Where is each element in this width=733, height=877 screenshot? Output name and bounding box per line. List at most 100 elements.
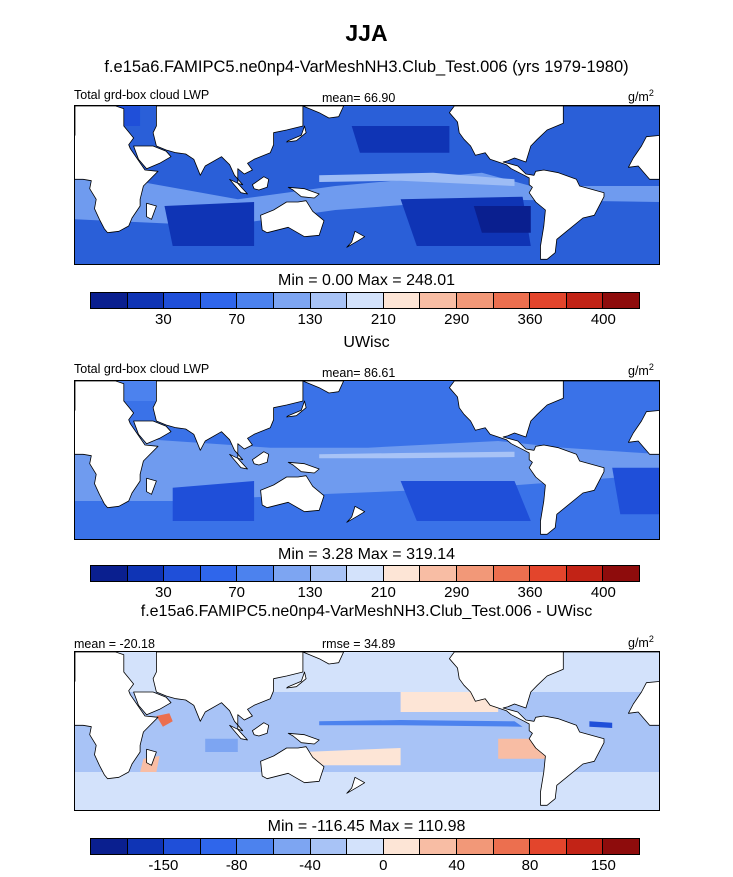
colorbar-cell: [420, 566, 457, 581]
colorbar-tick-label: 130: [297, 311, 323, 328]
colorbar-cell: [200, 839, 238, 854]
colorbar-cell: [347, 566, 384, 581]
colorbar-cell: [273, 293, 311, 308]
land-japan: [286, 125, 307, 143]
colorbar-cell: [493, 566, 531, 581]
colorbar-cell: [91, 293, 128, 308]
land-arabia: [133, 420, 172, 445]
land-sumatra: [229, 724, 248, 741]
colorbar-cell: [383, 293, 421, 308]
colorbar-cell: [383, 839, 421, 854]
colorbar-cell: [530, 293, 567, 308]
land-asia: [152, 652, 304, 732]
colorbar-tick-label: -40: [299, 857, 321, 874]
colorbar-tick-label: 70: [228, 311, 245, 328]
colorbar-tick-label: -80: [225, 857, 248, 874]
colorbar-tick-label: 360: [517, 584, 543, 601]
land-borneo: [251, 722, 270, 737]
panel3-minmax: Min = -116.45 Max = 110.98: [267, 818, 466, 835]
panel2-colorbar: [90, 565, 640, 582]
colorbar-cell: [420, 839, 457, 854]
land-sumatra: [229, 453, 248, 470]
land-kamchatka: [302, 381, 345, 394]
land-kamchatka: [302, 106, 345, 119]
map-contour-region: [612, 467, 659, 515]
panel3-tick-labels: -150 -80 -40 0 40 80 150: [90, 857, 640, 875]
colorbar-cell: [310, 566, 348, 581]
colorbar-cell: [127, 839, 165, 854]
land-europe_africa: [75, 106, 159, 234]
panel3-colorbar: [90, 838, 640, 855]
map-field: [75, 106, 659, 264]
land-americas: [448, 106, 659, 260]
panel2-mean-label: mean= 86.61: [322, 366, 396, 380]
land-westafrica: [628, 681, 659, 726]
colorbar-tick-label: 0: [379, 857, 388, 874]
land-sumatra: [229, 178, 248, 195]
land-americas: [448, 652, 659, 806]
panel2-map: [74, 380, 660, 540]
panel1-map: [74, 105, 660, 265]
map-field: [75, 381, 659, 539]
map-contour-region: [75, 772, 659, 810]
colorbar-cell: [164, 839, 201, 854]
map-field: [75, 652, 659, 810]
land-americas: [448, 381, 659, 535]
colorbar-cell: [420, 293, 457, 308]
colorbar-cell: [347, 293, 384, 308]
colorbar-tick-label: 400: [590, 311, 616, 328]
land-japan: [286, 671, 307, 689]
colorbar-tick-label: 360: [517, 311, 543, 328]
colorbar-cell: [237, 293, 274, 308]
map-contour-region: [400, 481, 531, 521]
land-australia: [260, 746, 325, 784]
colorbar-tick-label: 40: [448, 857, 465, 874]
figure-subtitle: f.e15a6.FAMIPC5.ne0np4-VarMeshNH3.Club_T…: [104, 58, 629, 76]
panel3-units: g/m2: [628, 634, 654, 651]
panel1-mean-label: mean= 66.90: [322, 91, 396, 105]
map-contour-region: [473, 206, 531, 233]
colorbar-tick-label: 290: [444, 584, 470, 601]
colorbar-cell: [603, 566, 639, 581]
land-arabia: [133, 691, 172, 716]
panel3-mean-label: mean = -20.18: [74, 637, 155, 651]
colorbar-cell: [310, 293, 348, 308]
panel2-tick-labels: 30 70 130 210 290 360 400: [90, 584, 640, 602]
colorbar-cell: [237, 566, 274, 581]
colorbar-tick-label: 210: [370, 584, 396, 601]
panel2-title: UWisc: [343, 334, 390, 351]
panel3-map: [74, 651, 660, 811]
panel2-minmax: Min = 3.28 Max = 319.14: [278, 546, 455, 563]
colorbar-tick-label: 210: [370, 311, 396, 328]
colorbar-cell: [164, 293, 201, 308]
colorbar-tick-label: 80: [521, 857, 539, 874]
colorbar-tick-label: 400: [590, 584, 616, 601]
land-newguinea: [287, 186, 320, 199]
land-nz: [346, 776, 366, 794]
land-borneo: [251, 451, 270, 466]
map-contour-region: [156, 713, 173, 727]
panel3-rmse-label: rmse = 34.89: [322, 637, 396, 651]
colorbar-tick-label: -150: [148, 857, 179, 874]
land-newguinea: [287, 732, 320, 745]
land-europe_africa: [75, 381, 159, 509]
map-contour-region: [302, 748, 401, 766]
figure-title: JJA: [345, 20, 388, 46]
colorbar-cell: [127, 566, 165, 581]
colorbar-cell: [347, 839, 384, 854]
colorbar-cell: [237, 839, 274, 854]
panel1-minmax: Min = 0.00 Max = 248.01: [278, 272, 455, 289]
colorbar-cell: [91, 839, 128, 854]
map-contour-region: [319, 720, 523, 727]
colorbar-tick-label: 290: [444, 311, 470, 328]
colorbar-tick-label: 30: [154, 311, 172, 328]
land-australia: [260, 200, 325, 238]
colorbar-tick-label: 30: [154, 584, 172, 601]
colorbar-cell: [310, 839, 348, 854]
panel1-colorbar: [90, 292, 640, 309]
colorbar-cell: [127, 293, 165, 308]
colorbar-cell: [91, 566, 128, 581]
land-newguinea: [287, 461, 320, 474]
panel3-title: f.e15a6.FAMIPC5.ne0np4-VarMeshNH3.Club_T…: [140, 603, 593, 620]
panel2-units: g/m2: [628, 362, 654, 379]
